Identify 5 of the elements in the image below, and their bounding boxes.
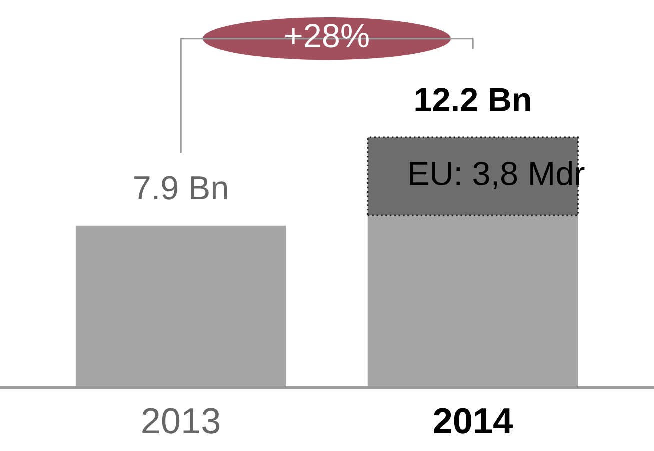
x-tick-label: 2014 (434, 408, 513, 434)
text: +28% (286, 24, 369, 48)
x-tick-label: 2013 (142, 408, 220, 434)
total-label: 12.2 Bn (416, 88, 530, 112)
total-label: 7.9 Bn (134, 176, 228, 200)
